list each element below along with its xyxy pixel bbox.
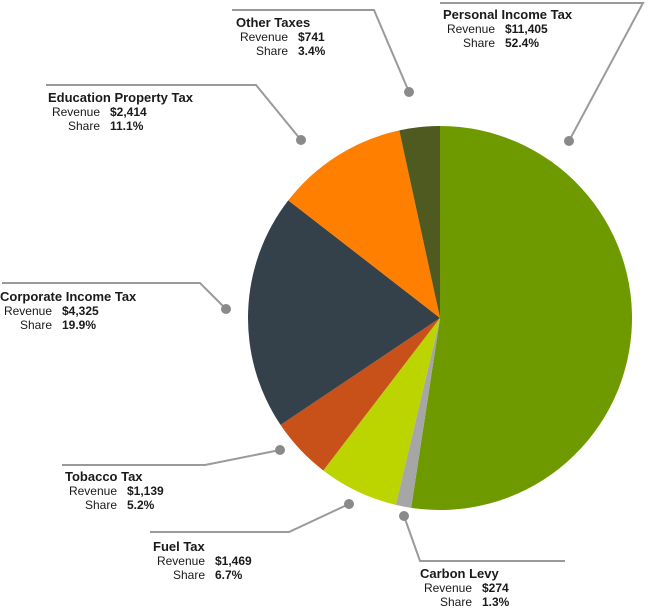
slice-personal-income-tax (411, 126, 633, 510)
slice-corporate-income-tax (248, 200, 440, 425)
leader-dot-personal-income-tax (564, 136, 574, 146)
leader-line-fuel-tax (150, 503, 350, 533)
label-corporate-income-tax: Corporate Income Tax Revenue $4,325 Share… (0, 289, 136, 332)
revenue-value: $1,469 (215, 554, 252, 568)
label-carbon-levy: Carbon Levy Revenue $274 Share 1.3% (420, 566, 509, 609)
share-key: Share (439, 595, 472, 609)
revenue-key: Revenue (3, 304, 52, 318)
pie-slices (248, 126, 633, 510)
revenue-value: $4,325 (62, 304, 99, 318)
leader-dots (221, 87, 574, 521)
slice-tobacco-tax (280, 318, 440, 471)
slice-name: Carbon Levy (420, 566, 499, 581)
leader-line-tobacco-tax (62, 449, 281, 466)
revenue-key: Revenue (239, 30, 288, 44)
leader-line-carbon-levy (403, 515, 565, 562)
slice-carbon-levy (395, 318, 440, 508)
share-value: 6.7% (215, 568, 243, 582)
slice-name: Personal Income Tax (443, 7, 573, 22)
slice-name: Corporate Income Tax (0, 289, 137, 304)
label-education-property-tax: Education Property Tax Revenue $2,414 Sha… (48, 90, 193, 133)
leader-line-other-taxes (232, 9, 410, 93)
share-key: Share (67, 119, 100, 133)
share-value: 3.4% (298, 44, 326, 58)
label-tobacco-tax: Tobacco Tax Revenue $1,139 Share 5.2% (65, 469, 164, 512)
share-value: 11.1% (110, 119, 144, 133)
leader-line-education-property-tax (46, 84, 302, 141)
revenue-value: $274 (482, 581, 509, 595)
revenue-value: $1,139 (127, 484, 164, 498)
share-value: 5.2% (127, 498, 155, 512)
share-value: 52.4% (505, 36, 540, 50)
slice-name: Fuel Tax (153, 539, 205, 554)
share-value: 19.9% (62, 318, 97, 332)
slice-name: Tobacco Tax (65, 469, 143, 484)
leader-line-corporate-income-tax (2, 282, 227, 310)
revenue-key: Revenue (68, 484, 117, 498)
leader-line-personal-income-tax (440, 2, 645, 142)
share-key: Share (462, 36, 495, 50)
leader-dot-tobacco-tax (275, 445, 285, 455)
share-value: 1.3% (482, 595, 510, 609)
leader-dot-other-taxes (404, 87, 414, 97)
label-other-taxes: Other Taxes Revenue $741 Share 3.4% (236, 15, 325, 58)
share-key: Share (84, 498, 117, 512)
revenue-key: Revenue (156, 554, 205, 568)
revenue-key: Revenue (51, 105, 100, 119)
revenue-value: $11,405 (505, 22, 548, 36)
revenue-key: Revenue (423, 581, 472, 595)
share-key: Share (255, 44, 288, 58)
leader-lines (2, 2, 645, 562)
slice-name: Education Property Tax (48, 90, 193, 105)
slice-education-property-tax (288, 130, 440, 318)
leader-dot-education-property-tax (296, 135, 306, 145)
slice-other-taxes (399, 126, 440, 318)
label-personal-income-tax: Personal Income Tax Revenue $11,405 Share… (443, 7, 572, 50)
revenue-value: $2,414 (110, 105, 147, 119)
leader-dot-carbon-levy (399, 511, 409, 521)
label-fuel-tax: Fuel Tax Revenue $1,469 Share 6.7% (153, 539, 252, 582)
leader-dot-corporate-income-tax (221, 304, 231, 314)
share-key: Share (19, 318, 52, 332)
share-key: Share (172, 568, 205, 582)
revenue-value: $741 (298, 30, 325, 44)
slice-fuel-tax (323, 318, 440, 505)
slice-name: Other Taxes (236, 15, 311, 30)
revenue-key: Revenue (446, 22, 495, 36)
leader-dot-fuel-tax (344, 499, 354, 509)
